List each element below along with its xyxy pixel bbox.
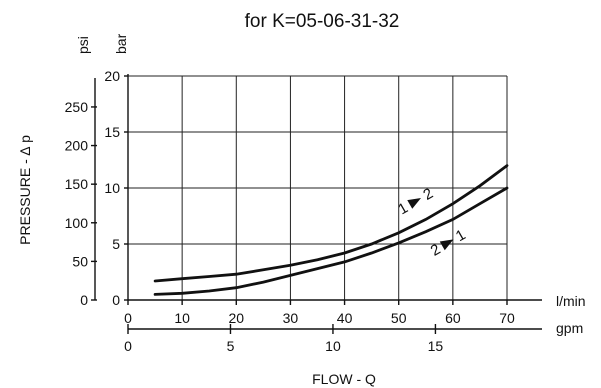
- y2-tick-label-50: 50: [72, 253, 88, 269]
- y2-tick-label-150: 150: [65, 176, 89, 192]
- annotation-1: 12: [395, 185, 436, 218]
- x2-tick-label-10: 10: [325, 338, 341, 354]
- series-2-line: [153, 186, 509, 296]
- y-tick-label-20: 20: [104, 68, 120, 84]
- x-tick-label-50: 50: [391, 310, 407, 326]
- y2-unit-psi: psi: [75, 36, 91, 54]
- y2-tick-label-0: 0: [80, 292, 88, 308]
- y2-tick-label-250: 250: [65, 99, 89, 115]
- x-tick-label-70: 70: [499, 310, 515, 326]
- x-tick-label-30: 30: [283, 310, 299, 326]
- annotation-1-arrow-icon: [407, 197, 422, 209]
- series-layer: [153, 164, 509, 296]
- x-tick-label-20: 20: [228, 310, 244, 326]
- y-unit-bar: bar: [113, 33, 129, 54]
- annotation-layer: 12 21: [395, 185, 468, 260]
- x2-tick-label-0: 0: [124, 338, 132, 354]
- y-axis-title: PRESSURE - ∆ p: [17, 135, 33, 245]
- x-unit-lmin: l/min: [556, 293, 586, 309]
- y2-tick-label-100: 100: [65, 215, 89, 231]
- y-tick-label-5: 5: [112, 236, 120, 252]
- annotation-2-to: 1: [453, 226, 469, 245]
- x-tick-label-40: 40: [337, 310, 353, 326]
- chart-title: for K=05-06-31-32: [245, 11, 400, 32]
- y-tick-label-0: 0: [112, 292, 120, 308]
- y2-tick-label-200: 200: [65, 138, 89, 154]
- x-tick-label-0: 0: [124, 310, 132, 326]
- y-tick-label-15: 15: [104, 124, 120, 140]
- annotation-2: 21: [428, 226, 469, 259]
- y-tick-label-10: 10: [104, 180, 120, 196]
- x2-unit-gpm: gpm: [556, 320, 583, 336]
- x2-tick-label-15: 15: [428, 338, 444, 354]
- x-axis-title: FLOW - Q: [312, 371, 376, 387]
- axes: [91, 74, 542, 334]
- series-1-line: [153, 164, 509, 283]
- x-tick-label-60: 60: [445, 310, 461, 326]
- x-tick-label-10: 10: [174, 310, 190, 326]
- x2-tick-label-5: 5: [227, 338, 235, 354]
- grid-lines: [128, 75, 508, 300]
- annotation-2-arrow-icon: [439, 239, 454, 251]
